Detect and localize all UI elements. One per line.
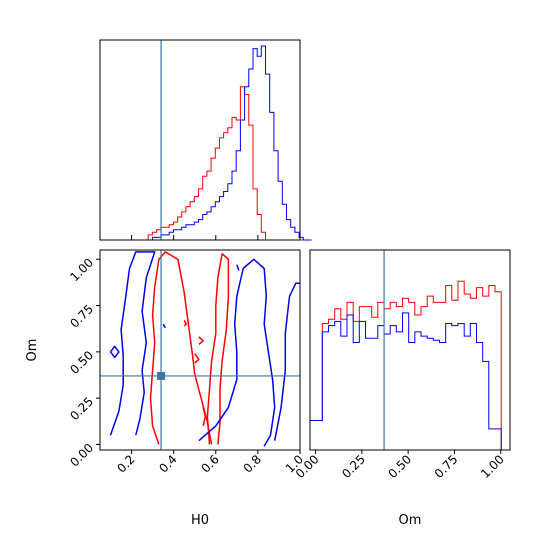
contour-red-island [194,353,200,364]
x-axis-label-h0: H0 [191,513,209,528]
om-hist-series [309,280,502,450]
om-marginal-frame [309,249,511,451]
contour-blue-island [236,264,240,271]
contour-blue-island [109,345,120,359]
contour-red-outer [149,251,213,445]
h0-hist-red [110,86,312,241]
joint-truth-marker [157,371,166,380]
contour-blue-outer-edge [273,282,300,441]
h0-marginal-frame [99,39,301,241]
joint-contours [109,251,300,447]
contour-red-island [183,320,188,327]
joint-frame [99,249,301,451]
contour-blue-outer-right [198,258,276,447]
contour-blue-outer [109,251,156,436]
x-axis-label-om: Om [399,513,422,528]
contour-red-island [202,407,207,427]
om-hist-red [309,280,502,450]
y-axis-label-om: Om [25,339,40,362]
h0-marginal-panel [99,39,312,241]
contour-red-island [198,336,204,345]
contour-red-inner [206,252,230,445]
contour-blue-island [162,323,166,329]
om-hist-blue [309,312,502,450]
